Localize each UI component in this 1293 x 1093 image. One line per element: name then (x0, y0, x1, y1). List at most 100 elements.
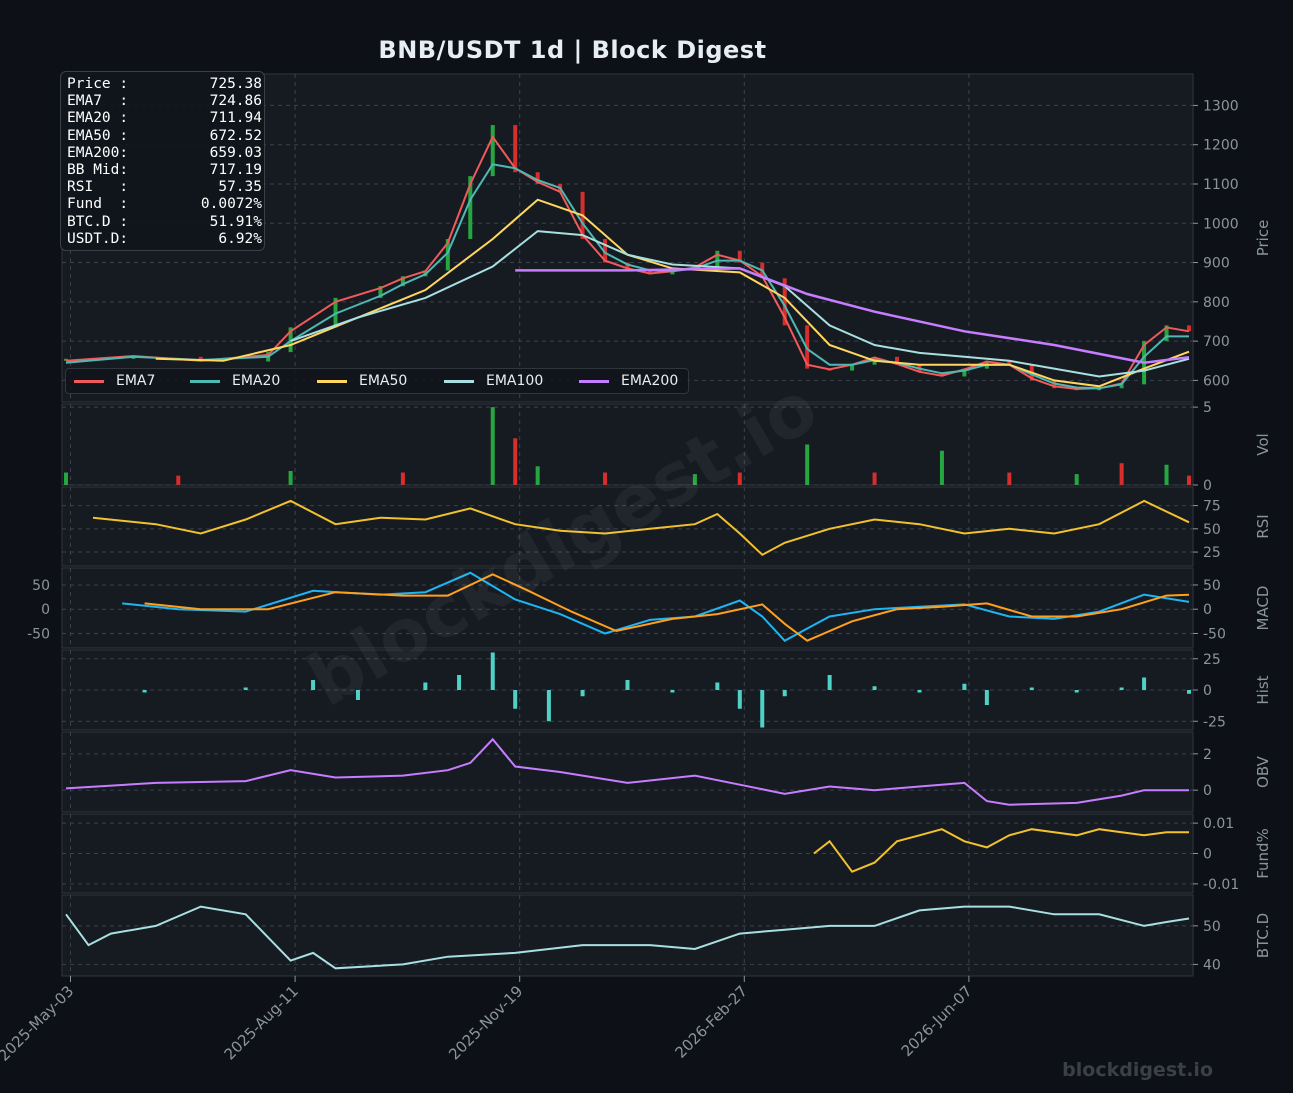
macd-tick-label: -50 (1203, 626, 1226, 642)
rsi-tick-label: 75 (1203, 499, 1221, 515)
price-candle (288, 327, 293, 353)
price-candle (850, 364, 855, 371)
obv-panel (61, 731, 1194, 813)
hist-bar (737, 690, 742, 709)
info-value: 725.38 (209, 76, 262, 92)
funding-axis-label: Fund% (1254, 828, 1272, 879)
hist-bar (1187, 690, 1191, 694)
price-candle (625, 262, 630, 271)
volume-bar (1187, 475, 1191, 485)
rsi-axis-label: RSI (1254, 514, 1272, 538)
btcd-tick-label: 40 (1203, 957, 1221, 973)
price-candle (1007, 360, 1012, 365)
price-tick-label: 600 (1203, 373, 1230, 389)
hist-bar (917, 690, 922, 693)
info-key: EMA20 : (67, 110, 129, 127)
price-tick-label: 900 (1203, 256, 1230, 272)
series-line-btcd (65, 905, 1190, 970)
info-row: EMA50 : 672.52 (67, 128, 264, 145)
info-row: EMA200: 659.03 (67, 145, 264, 162)
btcd-tick-label: 50 (1203, 919, 1221, 935)
hist-bar (580, 690, 585, 697)
info-row: BTC.D : 51.91% (67, 214, 264, 231)
info-value: 724.86 (209, 93, 262, 110)
volume-bar (603, 472, 608, 485)
hist-bar (457, 675, 462, 690)
hist-bar (670, 690, 675, 693)
info-value: 0.0072% (200, 196, 262, 213)
info-row: Fund : 0.0072% (67, 196, 264, 213)
hist-axis-label: Hist (1254, 675, 1272, 704)
series-line-ema50 (155, 198, 1190, 388)
price-tick-label: 1100 (1203, 177, 1239, 193)
series-line-ema200 (515, 267, 1190, 364)
price-candle (782, 278, 787, 326)
price-candle (378, 286, 383, 298)
info-value: 672.52 (209, 127, 262, 144)
info-row: BB Mid: 717.19 (67, 162, 264, 179)
hist-bar (1074, 690, 1079, 693)
series-line-ema7 (65, 134, 1190, 391)
hist-bar (827, 675, 832, 690)
volume-bar (872, 472, 877, 485)
funding-tick-label: 0.01 (1203, 816, 1234, 832)
price-candle (468, 176, 473, 239)
legend-item: EMA200 (579, 369, 678, 393)
legend-item: EMA7 (74, 369, 155, 393)
price-candle (1119, 384, 1124, 389)
hist-bar (490, 652, 495, 690)
hist-bar (1119, 687, 1124, 690)
price-candle (895, 356, 900, 365)
hist-bar (546, 690, 551, 722)
btcd-axis-label: BTC.D (1254, 913, 1272, 958)
x-tick-label: 2025-May-03 (0, 982, 77, 1065)
price-tick-label: 1000 (1203, 216, 1239, 232)
series-line-funding (813, 828, 1189, 873)
hist-bar (625, 680, 630, 690)
price-tick-label: 800 (1203, 295, 1230, 311)
price-tick-label: 1200 (1203, 138, 1239, 154)
hist-bar (962, 683, 967, 690)
info-row: RSI : 57.35 (67, 179, 264, 196)
hist-bar (1142, 677, 1147, 690)
chart-legend: EMA7 EMA20 EMA50 EMA100 EMA200 (65, 368, 689, 394)
price-candle (737, 250, 742, 263)
info-box: Price :725.38 EMA7 :724.86 EMA20 :711.94 EM… (60, 71, 265, 251)
legend-item: EMA20 (190, 369, 280, 393)
volume-panel (61, 403, 1194, 486)
volume-bar (64, 472, 68, 485)
info-key: Fund : (67, 196, 129, 213)
hist-bar (984, 690, 989, 705)
hist-bar (760, 690, 765, 728)
price-candle (670, 270, 675, 275)
volume-bar (805, 444, 810, 485)
info-value: 711.94 (209, 110, 262, 127)
info-key: Price : (67, 76, 129, 92)
series-line-rsi (92, 499, 1190, 557)
hist-bar (872, 686, 877, 690)
price-candle (131, 356, 136, 359)
legend-swatch (190, 379, 220, 383)
price-candle (962, 368, 967, 377)
hist-bar (513, 690, 518, 709)
legend-item: EMA50 (317, 369, 407, 393)
info-row: USDT.D: 6.92% (67, 231, 264, 248)
legend-label: EMA50 (359, 373, 408, 389)
volume-bar (288, 470, 293, 485)
funding-panel (61, 813, 1194, 894)
price-candle (1187, 325, 1191, 332)
volume-bar (939, 450, 944, 485)
rsi-tick-label: 50 (1203, 522, 1221, 538)
macd-tick-label-left: -50 (27, 626, 50, 642)
legend-label: EMA100 (486, 373, 544, 389)
macd-panel (61, 567, 1194, 649)
info-key: EMA50 : (67, 127, 129, 144)
price-tick-label: 1300 (1203, 98, 1239, 114)
price-candle (1164, 325, 1169, 342)
price-candle (535, 172, 540, 184)
volume-bar (692, 474, 697, 485)
price-candle (64, 358, 68, 361)
obv-tick-label: 0 (1203, 783, 1212, 799)
footer-watermark: blockdigest.io (1062, 1059, 1213, 1081)
